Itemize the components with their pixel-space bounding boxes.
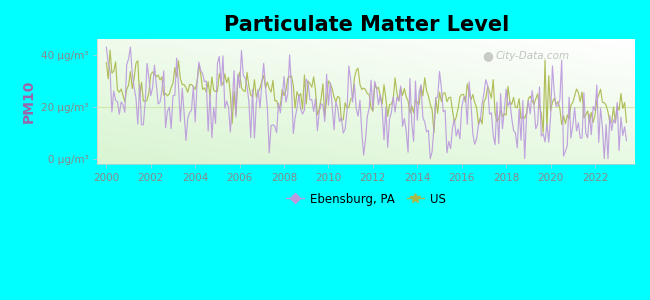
Text: City-Data.com: City-Data.com	[495, 50, 569, 61]
Legend: Ebensburg, PA, US: Ebensburg, PA, US	[281, 188, 451, 210]
Text: ●: ●	[482, 49, 493, 62]
Title: Particulate Matter Level: Particulate Matter Level	[224, 15, 509, 35]
Y-axis label: PM10: PM10	[21, 80, 36, 123]
